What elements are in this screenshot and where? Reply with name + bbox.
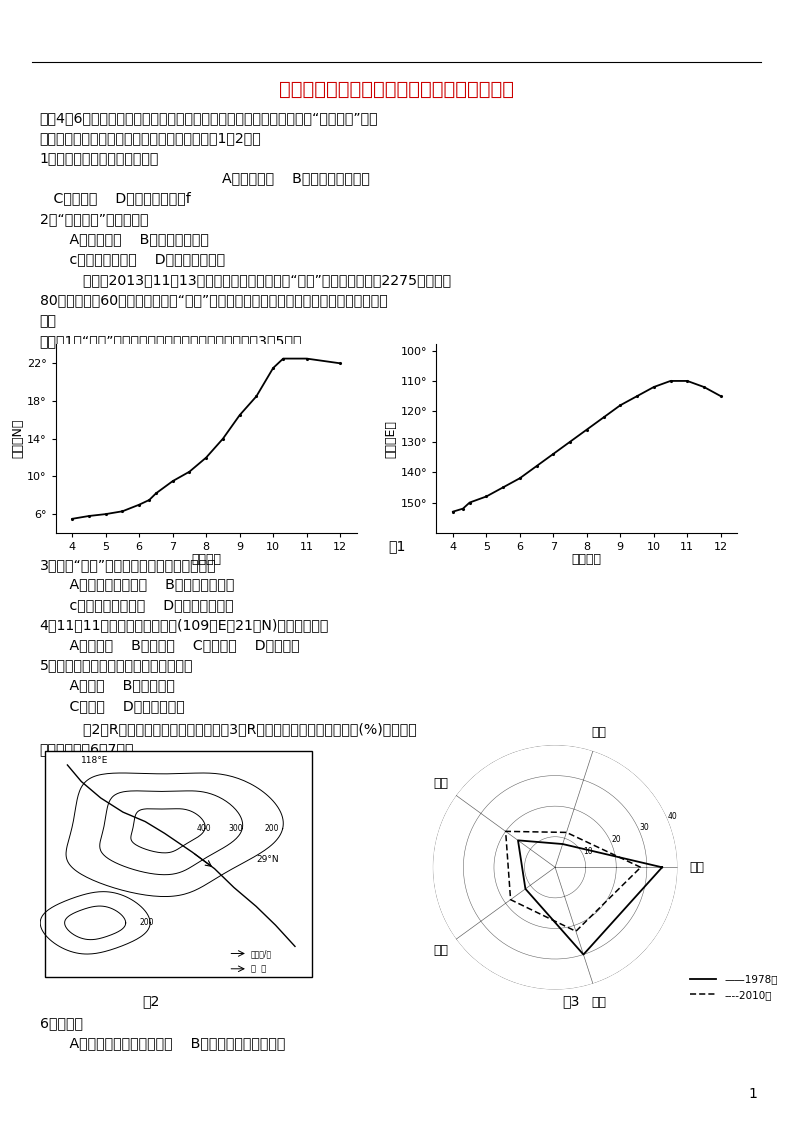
Text: 到暴: 到暴	[40, 314, 56, 328]
Text: A．海啸    B．山体滑坡: A．海啸 B．山体滑坡	[56, 679, 174, 692]
Text: A．东南风    B．西北风    C．西南风    D．东北风: A．东南风 B．西北风 C．西南风 D．东北风	[56, 638, 299, 652]
Text: 29°N: 29°N	[256, 855, 279, 864]
Text: 3．台风“海燕”在我国登陆后移动方向大致为: 3．台风“海燕”在我国登陆后移动方向大致为	[40, 559, 216, 572]
Text: 1．此类洪水的直接补给水源为: 1．此类洪水的直接补给水源为	[40, 151, 159, 165]
Text: 2．“一日一汛”反映了当地: 2．“一日一汛”反映了当地	[40, 212, 148, 226]
Y-axis label: 经度（E）: 经度（E）	[385, 420, 398, 458]
Text: c．由西北转向东北    D．由西南向东北: c．由西北转向东北 D．由西南向东北	[56, 598, 233, 611]
Text: 图。读图完成6～7题。: 图。读图完成6～7题。	[40, 743, 134, 756]
Text: 1: 1	[749, 1087, 758, 1101]
Text: A昼夜温差大    B．降水变率很大: A昼夜温差大 B．降水变率很大	[56, 232, 209, 246]
Legend: ——1978年, ----2010年: ——1978年, ----2010年	[686, 971, 782, 1004]
Text: 图1: 图1	[388, 540, 405, 553]
Text: 200: 200	[264, 824, 279, 834]
Text: 中新网2013年11月13日电截至目前，超强台风“海燕”在菲律宾已造成2275人死亡，: 中新网2013年11月13日电截至目前，超强台风“海燕”在菲律宾已造成2275人…	[56, 274, 450, 287]
Text: 4．11月11日，我国广西北海市(109．E，21．N)的风向主要为: 4．11月11日，我国广西北海市(109．E，21．N)的风向主要为	[40, 618, 329, 632]
Text: 300: 300	[228, 824, 243, 834]
Text: c．冰雪融化迅速    D．自然灾害频繁: c．冰雪融化迅速 D．自然灾害频繁	[56, 252, 224, 266]
Text: 河  流: 河 流	[251, 964, 266, 973]
Text: 图2为R河流域局部等高线地形图，图3为R河流域近年来土地利用结构(%)变化示意: 图2为R河流域局部等高线地形图，图3为R河流域近年来土地利用结构(%)变化示意	[56, 723, 416, 736]
Text: 118°E: 118°E	[81, 755, 109, 764]
Text: C泥石流    D．强风、暴雨: C泥石流 D．强风、暴雨	[56, 699, 184, 712]
Y-axis label: 纬度（N）: 纬度（N）	[11, 419, 24, 459]
Text: 5．此次台风给菲律宾造成的主要灾害是: 5．此次台风给菲律宾造成的主要灾害是	[40, 659, 193, 672]
Text: 雨。图1为“海燕”中心位置移动经纬度示意图。读图完成3～5题。: 雨。图1为“海燕”中心位置移动经纬度示意图。读图完成3～5题。	[40, 334, 302, 348]
Text: A．主要河流为自南向北流    B．属于温带季风气候区: A．主要河流为自南向北流 B．属于温带季风气候区	[56, 1037, 285, 1050]
Text: 太原市一学年高三年级第二学段测评地理试卷: 太原市一学年高三年级第二学段测评地理试卷	[279, 81, 514, 99]
Text: A．大气降水    B．季节性积雪融水: A．大气降水 B．季节性积雪融水	[222, 172, 370, 185]
Text: C．湖泊水    D．高山冰川融水f: C．湖泊水 D．高山冰川融水f	[40, 192, 190, 205]
X-axis label: （日期）: （日期）	[191, 553, 221, 567]
Text: 每年4～6月，我国新疆阿勒泰地区的河流常常发生洪水灾害，其特征为“一日一汛”，即: 每年4～6月，我国新疆阿勒泰地区的河流常常发生洪水灾害，其特征为“一日一汛”，即	[40, 111, 378, 125]
Text: 200: 200	[140, 918, 154, 928]
X-axis label: （日期）: （日期）	[572, 553, 602, 567]
Text: A．由正西转向西北    B．由东南向西北: A．由正西转向西北 B．由东南向西北	[56, 578, 234, 591]
Text: 80人失踪，约60万人无家可归。“海燕”在我国沿海登陆后，也给我国南方多地带来了大: 80人失踪，约60万人无家可归。“海燕”在我国沿海登陆后，也给我国南方多地带来了…	[40, 294, 388, 307]
Text: 6．该区域: 6．该区域	[40, 1017, 82, 1030]
Text: 白天河流流量很大，夜晚则洪峰消退。据此完成1～2题。: 白天河流流量很大，夜晚则洪峰消退。据此完成1～2题。	[40, 131, 262, 145]
Text: 等高线/米: 等高线/米	[251, 949, 272, 958]
Text: 图3: 图3	[562, 994, 580, 1008]
Text: 400: 400	[197, 824, 211, 834]
Text: 图2: 图2	[142, 994, 159, 1008]
